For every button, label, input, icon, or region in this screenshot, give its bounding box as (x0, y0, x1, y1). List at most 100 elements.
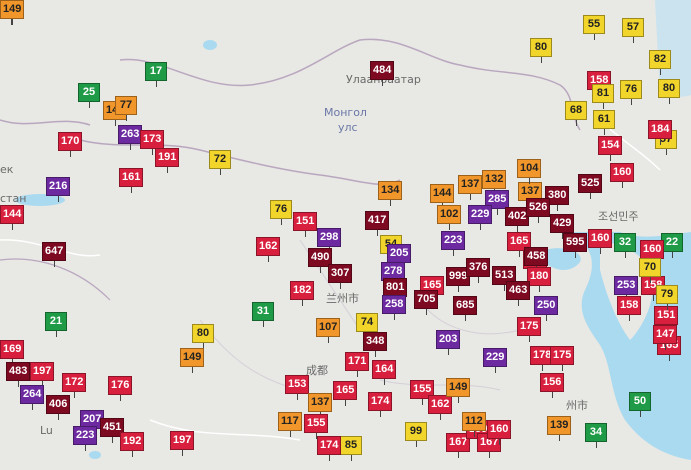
aqi-station-marker[interactable]: 205 (387, 244, 412, 269)
aqi-station-marker[interactable]: 160 (487, 420, 512, 445)
aqi-station-marker[interactable]: 76 (270, 200, 292, 225)
aqi-station-marker[interactable]: 180 (527, 267, 552, 292)
aqi-station-marker[interactable]: 173 (140, 130, 165, 155)
aqi-station-marker[interactable]: 175 (517, 317, 542, 342)
aqi-station-marker[interactable]: 170 (58, 132, 83, 157)
aqi-station-marker[interactable]: 139 (547, 416, 572, 441)
aqi-station-marker[interactable]: 74 (356, 313, 378, 338)
aqi-station-marker[interactable]: 264 (20, 385, 45, 410)
aqi-station-marker[interactable]: 285 (485, 190, 510, 215)
aqi-station-marker[interactable]: 258 (382, 295, 407, 320)
aqi-station-marker[interactable]: 429 (550, 214, 575, 239)
aqi-station-marker[interactable]: 72 (209, 150, 231, 175)
aqi-station-marker[interactable]: 203 (436, 330, 461, 355)
aqi-station-marker[interactable]: 162 (428, 395, 453, 420)
aqi-station-marker[interactable]: 490 (308, 248, 333, 273)
aqi-station-marker[interactable]: 80 (192, 324, 214, 349)
aqi-station-marker[interactable]: 132 (482, 170, 507, 195)
aqi-station-marker[interactable]: 216 (46, 177, 71, 202)
aqi-station-marker[interactable]: 21 (45, 312, 67, 337)
aqi-station-marker[interactable]: 178 (530, 346, 555, 371)
aqi-station-marker[interactable]: 451 (100, 418, 125, 443)
aqi-station-marker[interactable]: 298 (317, 228, 342, 253)
aqi-station-marker[interactable]: 406 (46, 395, 71, 420)
aqi-station-marker[interactable]: 57 (622, 18, 644, 43)
aqi-station-marker[interactable]: 250 (534, 296, 559, 321)
aqi-station-marker[interactable]: 80 (658, 79, 680, 104)
aqi-station-marker[interactable]: 137 (458, 175, 483, 200)
aqi-station-marker[interactable]: 77 (115, 96, 137, 121)
aqi-station-marker[interactable]: 197 (170, 431, 195, 456)
aqi-station-marker[interactable]: 149 (180, 348, 205, 373)
aqi-station-marker[interactable]: 164 (372, 360, 397, 385)
aqi-station-marker[interactable]: 151 (293, 212, 318, 237)
aqi-station-marker[interactable]: 17 (145, 62, 167, 87)
aqi-station-marker[interactable]: 463 (506, 281, 531, 306)
aqi-station-marker[interactable]: 149 (0, 0, 25, 25)
aqi-station-marker[interactable]: 595 (563, 233, 588, 258)
aqi-station-marker[interactable]: 79 (656, 285, 678, 310)
aqi-station-marker[interactable]: 160 (610, 163, 635, 188)
aqi-station-marker[interactable]: 182 (290, 281, 315, 306)
aqi-station-marker[interactable]: 174 (368, 392, 393, 417)
aqi-station-marker[interactable]: 99 (405, 422, 427, 447)
aqi-station-marker[interactable]: 171 (345, 352, 370, 377)
aqi-station-marker[interactable]: 223 (73, 426, 98, 451)
aqi-station-marker[interactable]: 165 (507, 232, 532, 257)
aqi-station-marker[interactable]: 144 (0, 205, 25, 230)
aqi-station-marker[interactable]: 134 (378, 181, 403, 206)
aqi-station-marker[interactable]: 307 (328, 264, 353, 289)
aqi-station-marker[interactable]: 417 (365, 211, 390, 236)
aqi-station-marker[interactable]: 137 (518, 182, 543, 207)
aqi-station-marker[interactable]: 175 (550, 346, 575, 371)
aqi-station-marker[interactable]: 31 (252, 302, 274, 327)
aqi-station-marker[interactable]: 112 (462, 412, 486, 437)
aqi-station-marker[interactable]: 483 (6, 362, 31, 387)
aqi-station-marker[interactable]: 167 (446, 433, 471, 458)
aqi-station-marker[interactable]: 161 (119, 168, 144, 193)
aqi-station-marker[interactable]: 68 (565, 101, 587, 126)
aqi-station-marker[interactable]: 82 (649, 50, 671, 75)
aqi-station-marker[interactable]: 176 (108, 376, 133, 401)
aqi-station-marker[interactable]: 104 (517, 159, 542, 184)
aqi-station-marker[interactable]: 32 (614, 233, 636, 258)
aqi-station-marker[interactable]: 253 (614, 276, 639, 301)
aqi-station-marker[interactable]: 165 (333, 381, 358, 406)
aqi-station-marker[interactable]: 647 (42, 242, 67, 267)
aqi-station-marker[interactable]: 25 (78, 83, 100, 108)
aqi-station-marker[interactable]: 229 (468, 205, 493, 230)
aqi-station-marker[interactable]: 137 (308, 393, 333, 418)
aqi-station-marker[interactable]: 34 (585, 423, 607, 448)
aqi-station-marker[interactable]: 380 (545, 186, 570, 211)
aqi-station-marker[interactable]: 191 (155, 148, 180, 173)
aqi-station-marker[interactable]: 174 (317, 436, 342, 461)
aqi-station-marker[interactable]: 55 (583, 15, 605, 40)
aqi-station-marker[interactable]: 156 (540, 373, 565, 398)
aqi-station-marker[interactable]: 197 (30, 362, 55, 387)
aqi-station-marker[interactable]: 263 (118, 125, 143, 150)
aqi-station-marker[interactable]: 107 (316, 318, 341, 343)
aqi-station-marker[interactable]: 153 (285, 375, 310, 400)
aqi-station-marker[interactable]: 81 (592, 84, 614, 109)
aqi-station-marker[interactable]: 85 (340, 436, 362, 461)
aqi-station-marker[interactable]: 705 (414, 290, 439, 315)
aqi-station-marker[interactable]: 50 (629, 392, 651, 417)
aqi-station-marker[interactable]: 155 (410, 380, 435, 405)
aqi-station-marker[interactable]: 61 (593, 110, 615, 135)
aqi-station-marker[interactable]: 484 (370, 61, 395, 86)
aqi-station-marker[interactable]: 184 (648, 120, 673, 145)
aqi-station-marker[interactable]: 192 (120, 432, 145, 457)
aqi-station-marker[interactable]: 154 (598, 136, 623, 161)
aqi-station-marker[interactable]: 223 (441, 231, 466, 256)
aqi-station-marker[interactable]: 685 (453, 296, 478, 321)
aqi-station-marker[interactable]: 376 (466, 258, 491, 283)
aqi-station-marker[interactable]: 158 (617, 296, 642, 321)
aqi-station-marker[interactable]: 458 (524, 247, 549, 272)
aqi-station-marker[interactable]: 160 (588, 229, 613, 254)
aqi-station-marker[interactable]: 102 (437, 205, 462, 230)
aqi-station-marker[interactable]: 172 (62, 373, 87, 398)
aqi-station-marker[interactable]: 70 (639, 258, 661, 283)
aqi-station-marker[interactable]: 169 (0, 340, 25, 365)
aqi-station-marker[interactable]: 149 (446, 378, 471, 403)
aqi-station-marker[interactable]: 117 (278, 412, 302, 437)
